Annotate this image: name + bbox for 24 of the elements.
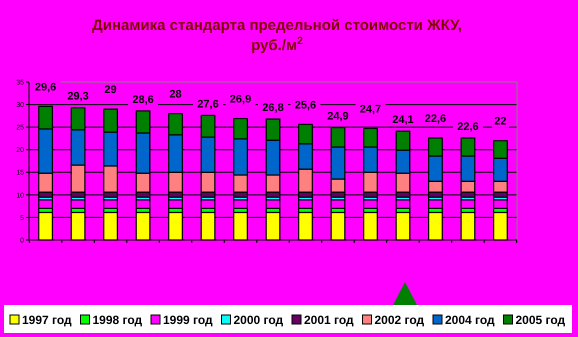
chart-title: Динамика стандарта предельной стоимости ЖКУ, руб./м$^{2}$ <box>92 17 462 54</box>
total-label: 22,6 <box>457 120 479 133</box>
legend-label: 2001 год <box>304 313 354 327</box>
legend-label: 2000 год <box>234 313 284 327</box>
legend-label: 1997 год <box>22 313 72 327</box>
total-label: 28 <box>169 88 182 101</box>
legend-label: 1999 год <box>163 313 214 327</box>
total-label: 29,6 <box>34 81 56 94</box>
total-label: 24,7 <box>360 103 382 116</box>
total-label: 29 <box>104 84 117 96</box>
total-label: 26,9 <box>230 94 252 106</box>
total-label: 24,9 <box>327 110 349 123</box>
total-label: 22 <box>494 116 507 128</box>
total-label: 26,8 <box>262 102 284 114</box>
legend-label: 2004 год <box>445 313 496 327</box>
legend-label: 1998 год <box>92 313 143 327</box>
total-label: 29,3 <box>67 90 89 103</box>
total-label: 27,6 <box>197 98 219 110</box>
total-label: 24,1 <box>392 114 414 126</box>
legend-label: 2005 год <box>516 313 566 327</box>
legend-label: 2002 год <box>374 313 425 327</box>
total-label: 25,6 <box>294 99 316 112</box>
total-label: 22,6 <box>424 112 446 125</box>
total-label: 28,6 <box>132 94 154 106</box>
